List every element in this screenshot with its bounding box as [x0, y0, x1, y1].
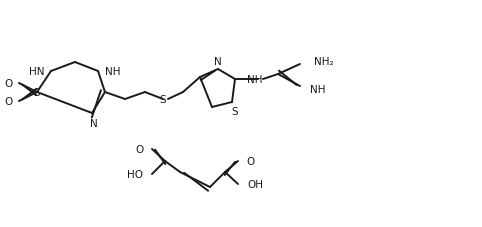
Text: NH: NH: [247, 75, 263, 85]
Text: O: O: [136, 144, 144, 154]
Text: HO: HO: [127, 169, 143, 179]
Text: NH₂: NH₂: [314, 57, 334, 67]
Text: NH: NH: [310, 85, 325, 95]
Text: N: N: [214, 57, 222, 67]
Text: O: O: [5, 96, 13, 106]
Text: O: O: [246, 156, 254, 166]
Text: S: S: [160, 95, 166, 105]
Text: NH: NH: [105, 67, 120, 77]
Text: N: N: [90, 118, 98, 128]
Text: S: S: [34, 88, 40, 98]
Text: S: S: [232, 106, 238, 116]
Text: O: O: [5, 79, 13, 89]
Text: HN: HN: [28, 67, 44, 77]
Text: OH: OH: [247, 179, 263, 189]
